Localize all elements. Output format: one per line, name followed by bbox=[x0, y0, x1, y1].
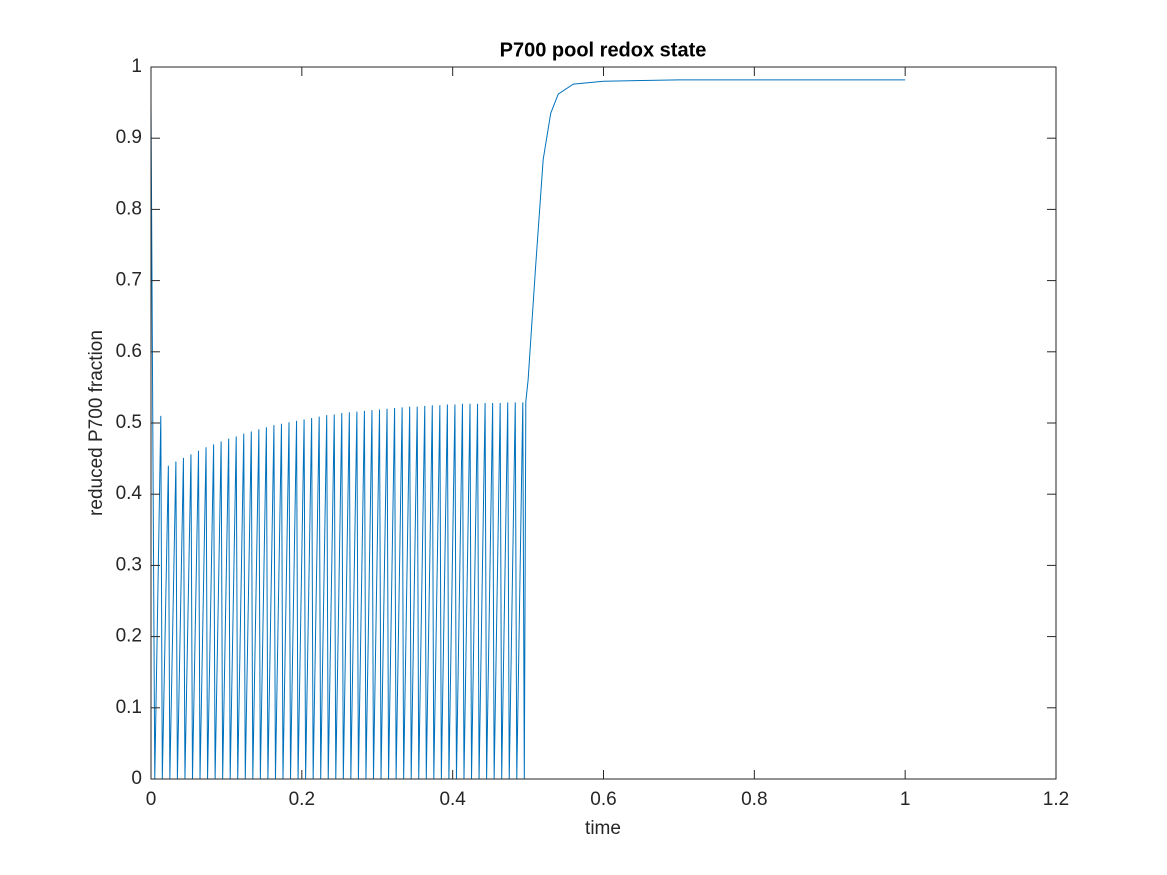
x-tick-label: 0.2 bbox=[289, 789, 315, 810]
data-line bbox=[150, 79, 906, 780]
x-tick-label: 1.2 bbox=[1043, 789, 1069, 810]
x-tick-label: 0.8 bbox=[741, 789, 767, 810]
y-tick-label: 0.5 bbox=[116, 412, 142, 433]
x-tick-label: 1 bbox=[900, 789, 911, 810]
x-axis-label: time bbox=[585, 818, 621, 839]
y-tick-label: 0.9 bbox=[116, 127, 142, 148]
y-tick-label: 0.1 bbox=[116, 697, 142, 718]
x-tick-label: 0.6 bbox=[590, 789, 616, 810]
y-tick-label: 0.6 bbox=[116, 341, 142, 362]
y-tick-label: 0 bbox=[131, 768, 142, 789]
y-tick-label: 0.2 bbox=[116, 626, 142, 647]
x-tick-label: 0 bbox=[146, 789, 157, 810]
y-tick-label: 0.7 bbox=[116, 270, 142, 291]
y-tick-label: 1 bbox=[131, 56, 142, 77]
y-tick-label: 0.4 bbox=[116, 483, 143, 504]
x-tick-label: 0.4 bbox=[439, 789, 466, 810]
axes-box bbox=[150, 66, 1057, 780]
y-axis-label: reduced P700 fraction bbox=[86, 330, 107, 516]
y-tick-label: 0.8 bbox=[116, 198, 142, 219]
y-tick-label: 0.3 bbox=[116, 554, 142, 575]
chart-title: P700 pool redox state bbox=[500, 39, 707, 61]
